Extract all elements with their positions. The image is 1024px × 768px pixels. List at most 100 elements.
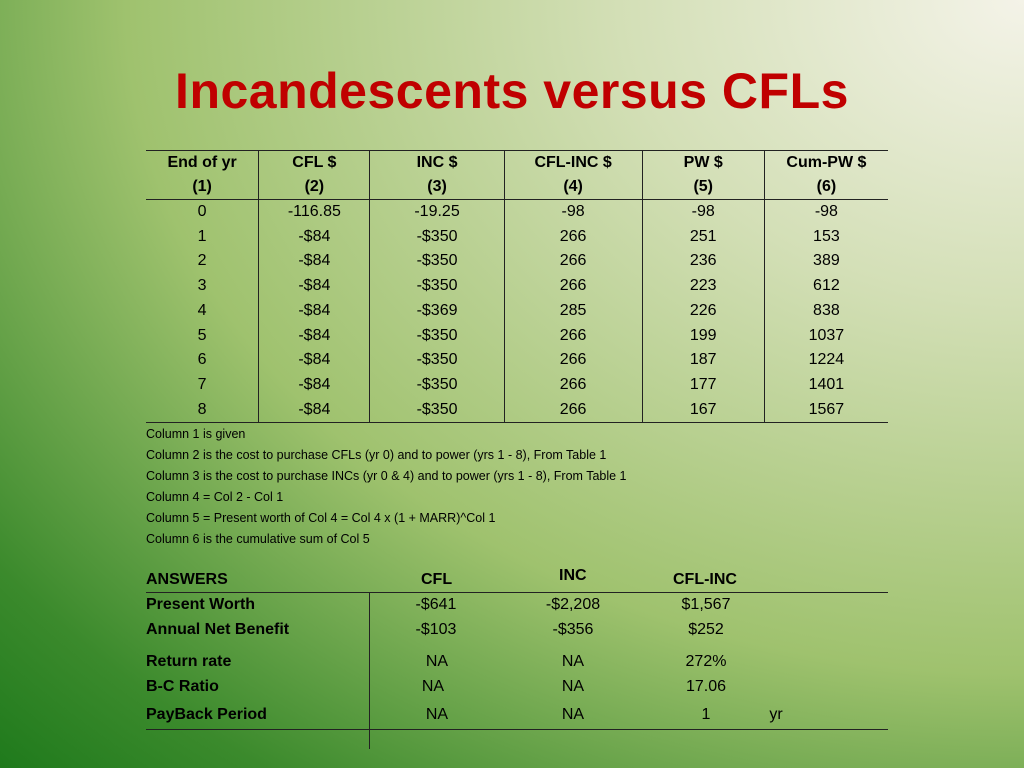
table-cell: -$84 — [258, 372, 369, 398]
note-line: Column 4 = Col 2 - Col 1 — [146, 490, 284, 504]
table-cell: 4 — [197, 301, 207, 319]
table-cell: 177 — [641, 372, 764, 398]
answers-inc-header: INC — [559, 567, 587, 584]
table-cell: -$350 — [369, 274, 503, 299]
table-cell: 1037 — [763, 323, 888, 349]
cash-flow-table: End of yr CFL $ INC $ CFL-INC $ PW $ Cum… — [146, 150, 888, 424]
table-cell: 167 — [641, 397, 764, 423]
table-cell: -$350 — [369, 397, 503, 423]
table-cell: -$350 — [369, 372, 503, 398]
table-cell: -$84 — [258, 249, 369, 275]
table-cell: 6 — [197, 351, 207, 369]
answer-inc-value: NA — [561, 653, 585, 670]
table-cell: 1 — [197, 227, 207, 245]
answer-inc-value: -$2,208 — [545, 596, 601, 613]
table-cell: -19.25 — [369, 200, 503, 225]
table-cell: 285 — [503, 298, 642, 324]
table-row: 6 -$84 -$350 266 187 1224 — [146, 348, 888, 373]
table-cell: 838 — [763, 298, 888, 324]
answer-inc-value: NA — [561, 706, 585, 723]
table-cell: 612 — [763, 274, 888, 299]
answer-diff-value: 17.06 — [685, 678, 727, 695]
header-col-number: (4) — [503, 175, 642, 199]
answer-cfl-value: -$103 — [415, 621, 457, 638]
answer-row-return-rate: Return rate NA NA 272% — [146, 650, 888, 675]
answer-cfl-value: NA — [421, 678, 445, 695]
answer-diff-value: 1 — [701, 706, 711, 723]
table-cell: -$350 — [369, 249, 503, 275]
answer-label: Present Worth — [146, 596, 256, 613]
header-inc: INC $ — [369, 151, 503, 175]
table-cell: -$84 — [258, 348, 369, 373]
table-cell: -116.85 — [258, 200, 369, 225]
table-cell: 266 — [503, 274, 642, 299]
table-cell: -$84 — [258, 298, 369, 324]
column-notes: Column 1 is given Column 2 is the cost t… — [146, 424, 627, 550]
table-cell: -$84 — [258, 224, 369, 250]
table-cell: 187 — [641, 348, 764, 373]
table-cell: -98 — [763, 200, 888, 225]
table-cell: 153 — [763, 224, 888, 250]
table-cell: 2 — [197, 252, 207, 270]
table-row: 7 -$84 -$350 266 177 1401 — [146, 372, 888, 398]
note-line: Column 3 is the cost to purchase INCs (y… — [146, 469, 627, 483]
answer-label: B-C Ratio — [146, 678, 219, 695]
table-cell: -$350 — [369, 224, 503, 250]
table-cell: -$84 — [258, 323, 369, 349]
table-cell: 266 — [503, 323, 642, 349]
answer-label: Annual Net Benefit — [146, 621, 290, 638]
table-row: 3 -$84 -$350 266 223 612 — [146, 274, 888, 299]
table-cell: 1224 — [763, 348, 888, 373]
table-cell: -$350 — [369, 348, 503, 373]
header-col-number: (1) — [192, 178, 212, 195]
table-cell: 3 — [197, 277, 207, 295]
table-row: 4 -$84 -$369 285 226 838 — [146, 298, 888, 324]
answer-row-annual-net-benefit: Annual Net Benefit -$103 -$356 $252 — [146, 618, 888, 643]
header-cum-pw: Cum-PW $ — [763, 151, 888, 175]
answer-unit: yr — [769, 706, 783, 723]
table-cell: 1401 — [763, 372, 888, 398]
answer-cfl-value: NA — [425, 653, 449, 670]
header-end-of-yr: End of yr — [167, 154, 237, 171]
header-row-line2: (1) (2) (3) (4) (5) (6) — [146, 175, 888, 199]
answer-inc-value: -$356 — [552, 621, 594, 638]
answer-cfl-value: NA — [425, 706, 449, 723]
table-cell: 223 — [641, 274, 764, 299]
table-cell: 266 — [503, 249, 642, 275]
table-cell: 266 — [503, 348, 642, 373]
answer-label: Return rate — [146, 653, 232, 670]
table-cell: -98 — [641, 200, 764, 225]
header-col-number: (5) — [641, 175, 764, 199]
answer-cfl-value: -$641 — [415, 596, 457, 613]
header-cfl: CFL $ — [258, 151, 369, 175]
table-cell: -$84 — [258, 397, 369, 423]
answer-row-bc-ratio: B-C Ratio NA NA 17.06 — [146, 675, 888, 700]
table-body: 0 -116.85 -19.25 -98 -98 -98 1 -$84 -$35… — [146, 200, 888, 424]
table-cell: 8 — [197, 400, 207, 418]
table-cell: 7 — [197, 375, 207, 393]
table-header: End of yr CFL $ INC $ CFL-INC $ PW $ Cum… — [146, 150, 888, 200]
answers-diff-header: CFL-INC — [673, 571, 737, 588]
note-line: Column 5 = Present worth of Col 4 = Col … — [146, 511, 496, 525]
table-row: 5 -$84 -$350 266 199 1037 — [146, 323, 888, 349]
slide-title: Incandescents versus CFLs — [175, 63, 849, 119]
header-col-number: (6) — [763, 175, 888, 199]
answers-label: ANSWERS — [146, 571, 228, 588]
answer-diff-value: $1,567 — [681, 596, 731, 613]
table-row: 1 -$84 -$350 266 251 153 — [146, 224, 888, 250]
note-line: Column 6 is the cumulative sum of Col 5 — [146, 532, 370, 546]
table-row: 2 -$84 -$350 266 236 389 — [146, 249, 888, 275]
answer-inc-value: NA — [561, 678, 585, 695]
header-pw: PW $ — [641, 151, 764, 175]
answers-table: ANSWERS CFL INC CFL-INC Present Worth -$… — [146, 567, 888, 749]
table-row: 8 -$84 -$350 266 167 1567 — [146, 397, 888, 423]
answer-diff-value: $252 — [688, 621, 724, 638]
answer-row-payback-period: PayBack Period NA NA 1 yr — [146, 701, 888, 730]
table-cell: 226 — [641, 298, 764, 324]
header-cfl-inc: CFL-INC $ — [503, 151, 642, 175]
table-cell: 199 — [641, 323, 764, 349]
table-cell: 5 — [197, 326, 207, 344]
answers-column-divider — [369, 592, 370, 749]
answers-header: ANSWERS CFL INC CFL-INC — [146, 567, 888, 593]
answer-row-present-worth: Present Worth -$641 -$2,208 $1,567 — [146, 593, 888, 618]
